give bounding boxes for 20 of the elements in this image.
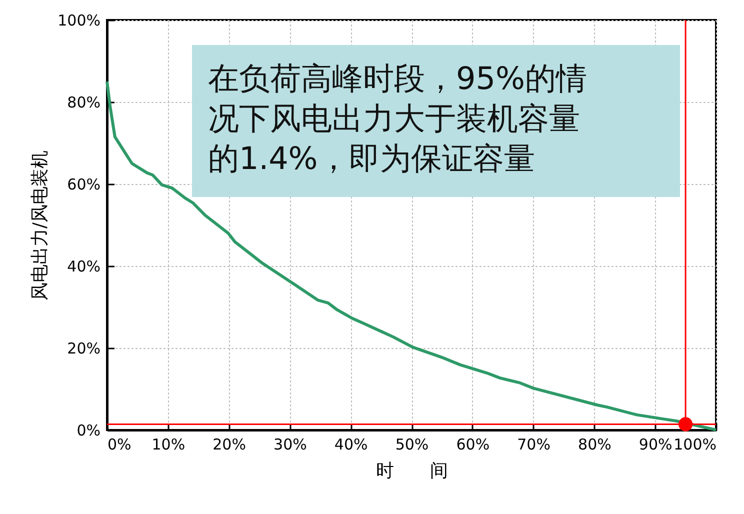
x-tick-label: 10% xyxy=(152,436,186,454)
x-tick-label: 70% xyxy=(517,436,550,454)
x-axis-title: 时 间 xyxy=(376,460,448,482)
x-tick-label: 100% xyxy=(674,436,716,454)
x-tick-label: 20% xyxy=(212,436,246,454)
y-tick-label: 20% xyxy=(67,340,100,358)
x-tick-label: 30% xyxy=(274,436,307,454)
y-tick-label: 40% xyxy=(67,258,100,276)
x-tick-label: 60% xyxy=(456,436,490,454)
y-tick-label: 60% xyxy=(67,176,100,194)
x-tick-label: 80% xyxy=(578,436,612,454)
y-tick-label: 100% xyxy=(58,12,100,30)
y-tick-label: 0% xyxy=(76,422,100,440)
x-tick-label: 50% xyxy=(395,436,429,454)
x-tick-label: 0% xyxy=(108,436,132,454)
y-tick-label: 80% xyxy=(67,94,100,112)
x-tick-label: 40% xyxy=(334,436,368,454)
y-axis-title: 风电出力/风电装机 xyxy=(30,150,51,301)
annotation: 在负荷高峰时段，95%的情况下风电出力大于装机容量的1.4%，即为保证容量 xyxy=(208,60,587,179)
x-tick-label: 90% xyxy=(638,436,672,454)
